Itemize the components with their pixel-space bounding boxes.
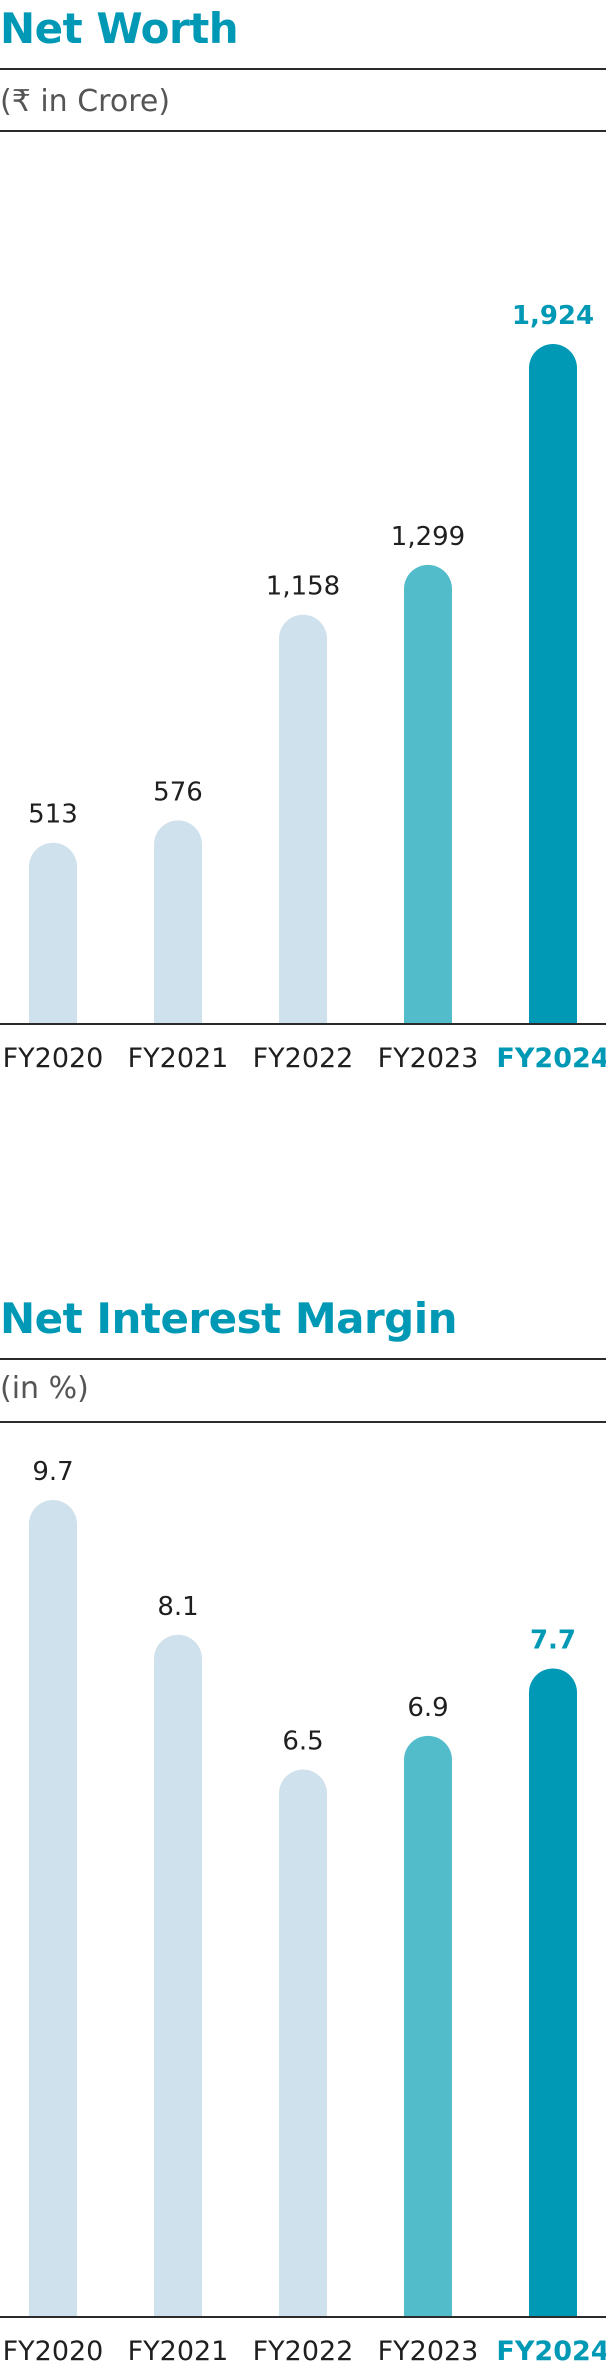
value-label-fy2020: 513: [28, 800, 78, 830]
chart-title-net-worth: Net Worth: [0, 4, 239, 53]
value-label-fy2020: 9.7: [32, 1457, 73, 1487]
bar-fy2023: [404, 564, 452, 1024]
chart-title-net-interest-margin: Net Interest Margin: [0, 1294, 458, 1343]
title-rule: [0, 1358, 606, 1360]
category-label-fy2020: FY2020: [3, 2336, 104, 2367]
bar-fy2021: [154, 820, 202, 1024]
bar-fy2020: [29, 842, 77, 1024]
net-interest-margin-bar-chart: 9.7 FY2020 8.1 FY2021 6.5 FY2022 6.9 FY2023 7.7 F…: [0, 1457, 606, 2367]
bar-fy2024: [529, 344, 577, 1024]
bar-fy2022: [279, 1769, 327, 2317]
category-label-fy2022: FY2022: [253, 2336, 354, 2367]
bar-fy2021: [154, 1634, 202, 2317]
title-rule: [0, 68, 606, 70]
subtitle-rule: [0, 1421, 606, 1423]
category-label-fy2023: FY2023: [378, 1043, 479, 1074]
net-worth-bar-chart: 513 FY2020 576 FY2021 1,158 FY2022 1,299 FY2023…: [0, 301, 606, 1074]
bar-fy2024: [529, 1668, 577, 2317]
category-label-fy2022: FY2022: [253, 1043, 354, 1074]
category-label-fy2021: FY2021: [128, 1043, 229, 1074]
value-label-fy2024: 7.7: [530, 1625, 576, 1655]
category-label-fy2024: FY2024: [496, 2336, 606, 2367]
bar-fy2023: [404, 1735, 452, 2317]
value-label-fy2021: 8.1: [157, 1592, 198, 1622]
value-label-fy2023: 6.9: [407, 1693, 448, 1723]
value-label-fy2022: 6.5: [282, 1727, 323, 1757]
value-label-fy2022: 1,158: [266, 572, 340, 602]
value-label-fy2021: 576: [153, 777, 203, 807]
bar-fy2022: [279, 614, 327, 1024]
value-label-fy2023: 1,299: [391, 522, 465, 552]
chart-subtitle-unit: (₹ in Crore): [0, 84, 171, 119]
bar-fy2020: [29, 1500, 77, 2317]
category-label-fy2024: FY2024: [496, 1043, 606, 1074]
category-label-fy2020: FY2020: [3, 1043, 104, 1074]
category-label-fy2021: FY2021: [128, 2336, 229, 2367]
chart-subtitle-unit: (in %): [0, 1371, 89, 1406]
subtitle-rule: [0, 130, 606, 132]
value-label-fy2024: 1,924: [512, 301, 594, 331]
category-label-fy2023: FY2023: [378, 2336, 479, 2367]
